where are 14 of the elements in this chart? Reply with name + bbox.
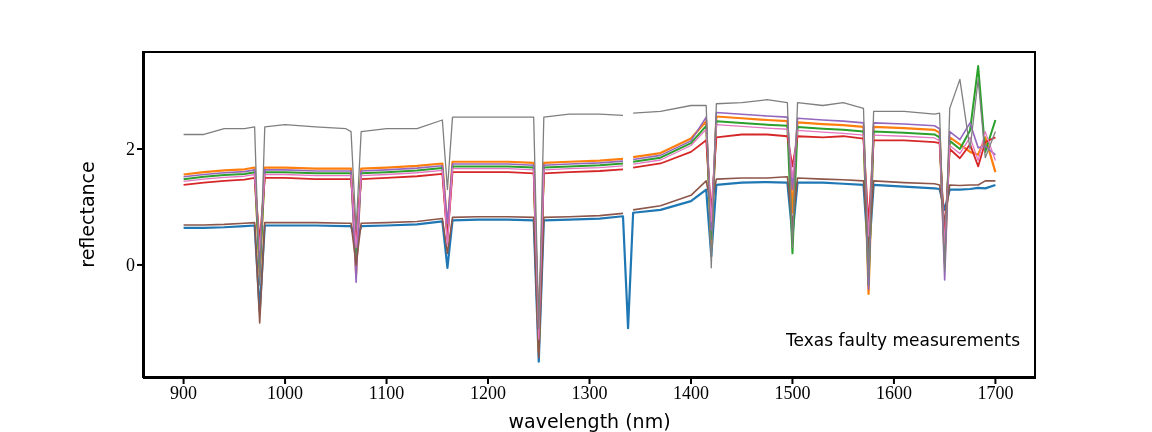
y-axis-title: reflectance — [75, 161, 98, 268]
x-axis-title: wavelength (nm) — [508, 410, 671, 432]
x-tick-label: 1300 — [571, 382, 608, 403]
x-tick-label: 1500 — [774, 382, 811, 403]
x-tick-label: 1000 — [267, 382, 304, 403]
x-tick-label: 900 — [170, 382, 198, 403]
y-tick-label: 0 — [126, 255, 135, 276]
annotation: Texas faulty measurements — [786, 330, 1020, 350]
x-tick-label: 1100 — [368, 382, 405, 403]
y-tick-label: 2 — [126, 139, 135, 160]
x-tick-label: 1600 — [875, 382, 912, 403]
x-tick-label: 1700 — [977, 382, 1014, 403]
x-tick-label: 1200 — [470, 382, 507, 403]
x-tick-label: 1400 — [672, 382, 709, 403]
